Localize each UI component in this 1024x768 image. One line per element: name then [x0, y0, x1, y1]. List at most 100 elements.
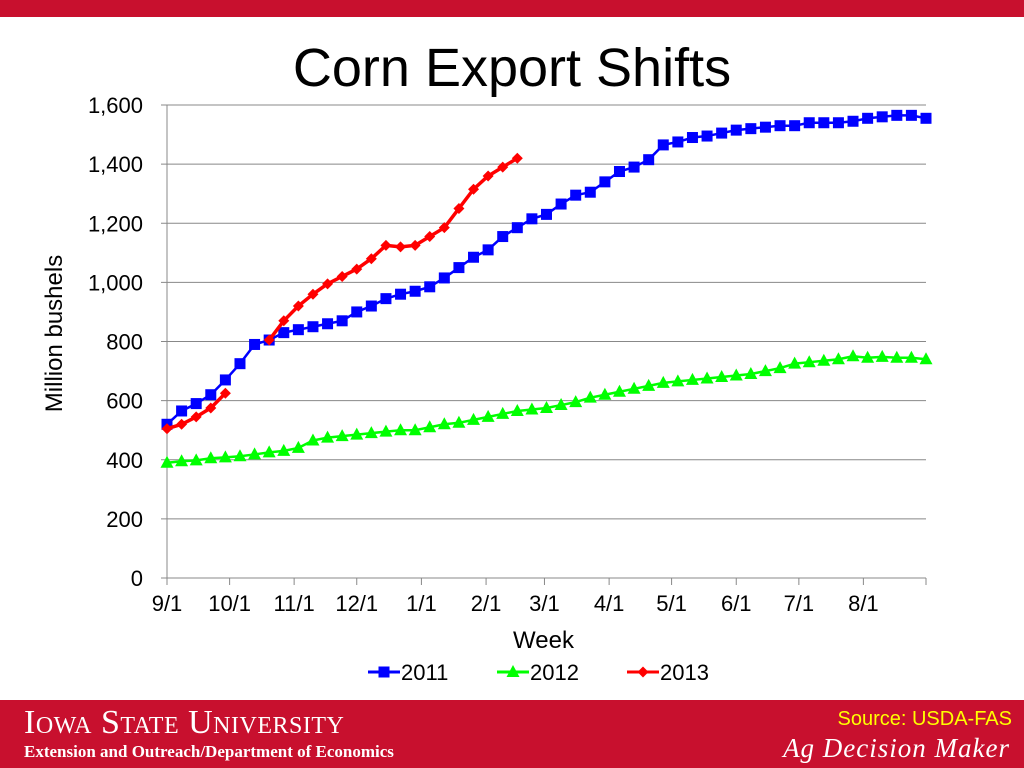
- data-point-2012: [379, 424, 393, 437]
- data-point-2011: [599, 176, 611, 188]
- data-point-2012: [437, 417, 451, 430]
- data-point-2011: [468, 251, 480, 263]
- series-line-2011: [166, 114, 927, 426]
- y-tick-label: 1,200: [88, 211, 143, 236]
- source-note: Source: USDA-FAS: [837, 708, 1012, 730]
- data-point-2011: [862, 112, 874, 124]
- data-point-2011: [278, 327, 290, 339]
- x-tick-label: 4/1: [594, 591, 625, 616]
- data-point-2012: [744, 367, 758, 380]
- data-point-2011: [526, 213, 538, 225]
- data-point-2012: [277, 443, 291, 456]
- department-line: Extension and Outreach/Department of Eco…: [24, 742, 394, 761]
- data-point-2013: [205, 402, 217, 414]
- data-point-2011: [482, 244, 494, 256]
- corn-export-chart: 0 200 400 600 800 1,000 1,200 1,400 1,600 9/1 10/1…: [41, 93, 933, 685]
- data-point-2011: [759, 121, 771, 133]
- data-point-2012: [729, 368, 743, 381]
- data-point-2012: [175, 454, 189, 467]
- data-point-2011: [176, 405, 188, 417]
- top-accent-bar: [0, 0, 1024, 17]
- data-point-2013: [468, 183, 480, 195]
- slide-title: Corn Export Shifts: [292, 38, 732, 98]
- data-point-2012: [700, 371, 714, 384]
- footer-divider: [0, 697, 1024, 700]
- brand-mark: Ag Decision Maker: [783, 733, 1010, 763]
- data-point-2011: [541, 208, 552, 220]
- data-point-2012: [540, 401, 553, 414]
- data-point-2012: [335, 429, 349, 442]
- data-point-2012: [831, 352, 845, 365]
- data-point-2012: [291, 440, 305, 453]
- data-point-2011: [657, 139, 669, 151]
- data-point-2011: [613, 166, 625, 178]
- data-point-2012: [656, 375, 670, 388]
- data-point-2011: [920, 112, 932, 124]
- data-point-2012: [510, 403, 524, 416]
- data-point-2012: [788, 356, 802, 369]
- data-point-2011: [555, 198, 567, 210]
- data-point-2012: [861, 350, 875, 363]
- data-point-2012: [218, 450, 232, 463]
- data-point-2012: [262, 445, 276, 458]
- data-point-2011: [497, 231, 509, 243]
- data-point-2011: [716, 127, 728, 139]
- data-point-2012: [204, 451, 218, 464]
- data-point-2012: [394, 423, 408, 436]
- legend-label-2012: 2012: [530, 660, 579, 685]
- data-point-2012: [583, 390, 597, 403]
- data-point-2012: [364, 426, 378, 439]
- university-name: Iowa State University: [24, 704, 345, 741]
- data-point-2012: [919, 352, 933, 365]
- data-point-2011: [672, 136, 684, 148]
- y-tick-label: 600: [106, 389, 143, 414]
- data-point-2012: [554, 398, 568, 411]
- data-point-2011: [380, 293, 392, 305]
- data-point-2013: [438, 222, 450, 234]
- data-point-2012: [525, 402, 539, 415]
- data-point-2012: [569, 395, 583, 408]
- data-point-2012: [306, 433, 320, 446]
- y-axis-title: Million bushels: [41, 255, 68, 412]
- legend-label-2013: 2013: [660, 660, 709, 685]
- data-point-2011: [424, 281, 436, 293]
- data-point-2011: [643, 154, 655, 166]
- y-tick-label: 800: [106, 330, 143, 355]
- data-point-2012: [496, 406, 510, 419]
- data-point-2013: [176, 418, 188, 430]
- data-point-2013: [307, 288, 319, 300]
- x-tick-label: 1/1: [406, 591, 437, 616]
- data-point-2012: [467, 412, 481, 425]
- x-tick-label: 6/1: [721, 591, 752, 616]
- data-point-2012: [627, 381, 641, 394]
- data-point-2012: [685, 372, 699, 385]
- data-point-2013: [424, 231, 436, 243]
- data-point-2011: [219, 374, 231, 386]
- data-point-2012: [233, 449, 247, 462]
- data-point-2011: [234, 358, 246, 370]
- x-tick-label: 3/1: [529, 591, 560, 616]
- data-point-2013: [365, 253, 377, 265]
- data-point-2012: [671, 374, 685, 387]
- data-point-2013: [263, 334, 275, 346]
- y-tick-label: 200: [106, 507, 143, 532]
- data-point-2013: [351, 263, 363, 275]
- data-point-2013: [482, 170, 494, 182]
- data-point-2012: [904, 350, 918, 363]
- series-2011: [161, 109, 932, 430]
- data-point-2013: [292, 300, 304, 312]
- x-tick-label: 7/1: [784, 591, 815, 616]
- x-tick-label: 10/1: [208, 591, 251, 616]
- y-tick-label: 400: [106, 448, 143, 473]
- data-point-2012: [408, 423, 422, 436]
- series-2012: [160, 349, 933, 468]
- data-point-2011: [511, 222, 523, 234]
- data-point-2011: [686, 132, 698, 144]
- data-point-2011: [395, 288, 407, 300]
- x-axis-title: Week: [513, 627, 575, 654]
- data-point-2011: [584, 186, 596, 198]
- data-point-2013: [511, 152, 523, 164]
- data-point-2011: [292, 324, 304, 336]
- data-point-2013: [453, 202, 465, 214]
- data-point-2012: [248, 447, 262, 460]
